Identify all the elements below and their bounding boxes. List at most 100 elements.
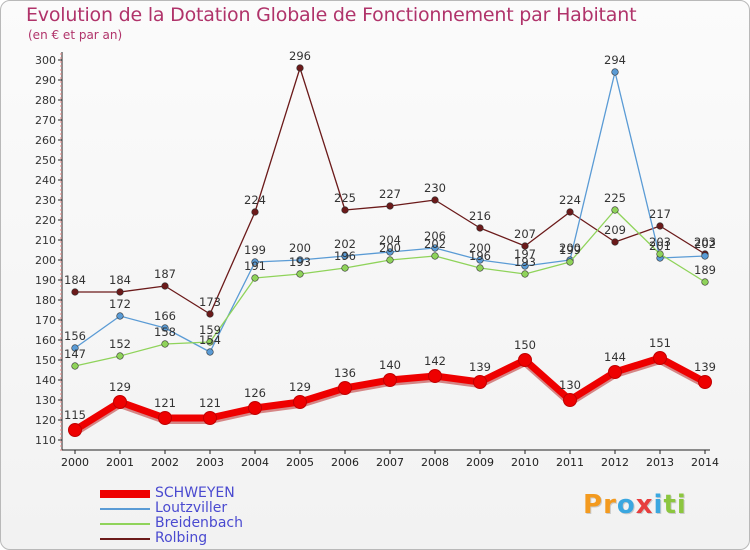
data-label-schweyen: 139 [694, 360, 716, 374]
data-label-rolbing: 207 [514, 227, 536, 241]
point-schweyen [563, 393, 577, 407]
point-rolbing [431, 196, 439, 204]
x-tick-label: 2006 [331, 456, 359, 469]
data-label-breidenbach: 159 [199, 323, 221, 337]
data-label-loutzviller: 200 [559, 241, 581, 255]
point-breidenbach [476, 264, 484, 272]
point-schweyen [113, 395, 127, 409]
y-tick-label: 260 [35, 134, 56, 147]
x-tick-label: 2011 [556, 456, 584, 469]
data-label-rolbing: 225 [334, 191, 356, 205]
chart-axes: 110 120 130 140 150 160 170 180 190 200 210 220 230 2… [35, 52, 719, 469]
data-label-rolbing: 203 [694, 235, 716, 249]
data-label-schweyen: 115 [64, 408, 86, 422]
x-tick-label: 2000 [61, 456, 89, 469]
data-label-breidenbach: 193 [289, 255, 311, 269]
data-label-loutzviller: 202 [694, 237, 716, 251]
point-breidenbach [296, 270, 304, 278]
x-tick-label: 2005 [286, 456, 314, 469]
point-breidenbach [251, 274, 259, 282]
data-label-loutzviller: 201 [649, 239, 671, 253]
data-label-schweyen: 130 [559, 378, 581, 392]
y-tick-label: 280 [35, 94, 56, 107]
x-tick-label: 2004 [241, 456, 269, 469]
data-label-schweyen: 139 [469, 360, 491, 374]
data-label-schweyen: 126 [244, 386, 266, 400]
y-tick-label: 120 [35, 414, 56, 427]
data-label-schweyen: 129 [109, 380, 131, 394]
x-tick-label: 2009 [466, 456, 494, 469]
y-tick-label: 180 [35, 294, 56, 307]
legend-swatch [100, 538, 150, 540]
data-label-rolbing: 224 [559, 193, 581, 207]
point-loutzviller [431, 244, 439, 252]
y-tick-label: 270 [35, 114, 56, 127]
point-breidenbach [71, 362, 79, 370]
data-label-schweyen: 151 [649, 336, 671, 350]
point-breidenbach [206, 338, 214, 346]
data-label-loutzviller: 294 [604, 53, 626, 67]
point-breidenbach [611, 206, 619, 214]
y-tick-label: 250 [35, 154, 56, 167]
point-loutzviller [251, 258, 259, 266]
point-schweyen [203, 411, 217, 425]
data-label-schweyen: 121 [199, 396, 221, 410]
point-rolbing [206, 310, 214, 318]
data-label-breidenbach: 158 [154, 325, 176, 339]
y-tick-label: 220 [35, 214, 56, 227]
point-rolbing [611, 238, 619, 246]
legend-label: SCHWEYEN [155, 485, 235, 501]
logo-letter: x [635, 490, 654, 520]
logo-letter: r [603, 490, 617, 520]
point-rolbing [71, 288, 79, 296]
point-rolbing [566, 208, 574, 216]
series-layer [68, 64, 712, 437]
point-breidenbach [431, 252, 439, 260]
data-label-rolbing: 224 [244, 193, 266, 207]
point-breidenbach [701, 278, 709, 286]
point-breidenbach [566, 258, 574, 266]
point-schweyen [293, 395, 307, 409]
proxiti-logo: Proxiti [583, 490, 687, 520]
data-label-rolbing: 227 [379, 187, 401, 201]
logo-letter: i [676, 490, 687, 520]
point-schweyen [383, 373, 397, 387]
data-label-schweyen: 142 [424, 354, 446, 368]
point-loutzviller [71, 344, 79, 352]
y-tick-label: 110 [35, 434, 56, 447]
y-tick-label: 210 [35, 234, 56, 247]
data-label-breidenbach: 147 [64, 347, 86, 361]
data-label-breidenbach: 200 [379, 241, 401, 255]
x-tick-label: 2003 [196, 456, 224, 469]
legend-swatch [100, 523, 150, 525]
point-rolbing [251, 208, 259, 216]
point-schweyen [698, 375, 712, 389]
data-label-rolbing: 187 [154, 267, 176, 281]
chart-title: Evolution de la Dotation Globale de Fonc… [26, 4, 637, 26]
data-labels-layer: 184 184 187 173 224 296 225 227 230 216 207 224 209 2… [64, 49, 716, 422]
logo-letter: o [616, 490, 636, 520]
point-schweyen [653, 351, 667, 365]
data-label-rolbing: 184 [64, 273, 86, 287]
point-breidenbach [341, 264, 349, 272]
data-label-loutzviller: 200 [469, 241, 491, 255]
point-schweyen [518, 353, 532, 367]
legend-label: Rolbing [155, 530, 208, 546]
point-loutzviller [701, 252, 709, 260]
data-label-loutzviller: 156 [64, 329, 86, 343]
data-label-loutzviller: 199 [244, 243, 266, 257]
data-label-breidenbach: 203 [649, 235, 671, 249]
legend-label: Breidenbach [155, 515, 243, 531]
x-tick-label: 2008 [421, 456, 449, 469]
data-label-schweyen: 129 [289, 380, 311, 394]
point-schweyen [338, 381, 352, 395]
data-label-breidenbach: 225 [604, 191, 626, 205]
point-breidenbach [656, 250, 664, 258]
data-label-loutzviller: 197 [514, 247, 536, 261]
point-rolbing [161, 282, 169, 290]
legend-swatch [100, 490, 150, 498]
x-tick-label: 2012 [601, 456, 629, 469]
data-label-breidenbach: 152 [109, 337, 131, 351]
y-tick-label: 160 [35, 334, 56, 347]
